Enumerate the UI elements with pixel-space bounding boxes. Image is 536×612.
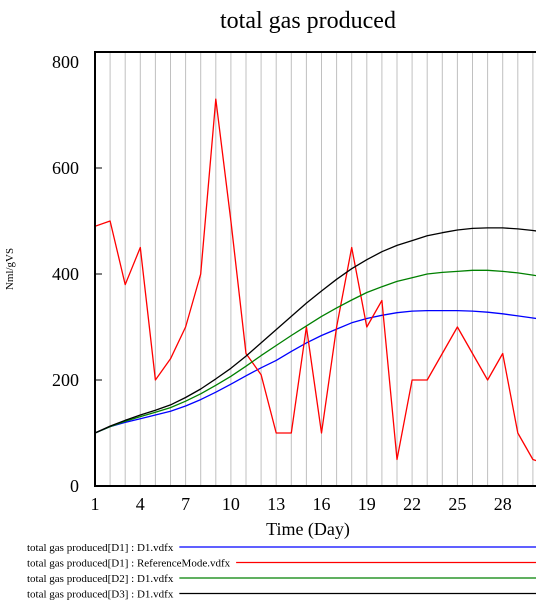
chart-title: total gas produced bbox=[220, 8, 396, 34]
x-axis-label: Time (Day) bbox=[266, 519, 350, 540]
y-tick-label: 200 bbox=[52, 370, 79, 390]
x-tick-label: 28 bbox=[494, 494, 512, 514]
legend-label: total gas produced[D2] : D1.vdfx bbox=[27, 573, 174, 585]
series-line-4 bbox=[95, 227, 536, 434]
x-axis-ticks: 1 4 7 10 13 16 19 22 25 28 bbox=[91, 494, 512, 514]
y-tick-label: 400 bbox=[52, 264, 79, 284]
x-tick-label: 7 bbox=[181, 494, 190, 514]
x-tick-label: 1 bbox=[91, 494, 100, 514]
x-tick-label: 4 bbox=[136, 494, 145, 514]
legend-label: total gas produced[D1] : D1.vdfx bbox=[27, 542, 174, 554]
plot-frame bbox=[94, 51, 536, 487]
y-tick-label: 800 bbox=[52, 52, 79, 72]
x-tick-label: 16 bbox=[313, 494, 331, 514]
series-line-2 bbox=[95, 98, 536, 462]
x-tick-label: 13 bbox=[267, 494, 285, 514]
x-tick-label: 19 bbox=[358, 494, 376, 514]
legend-label: total gas produced[D1] : ReferenceMode.v… bbox=[27, 558, 231, 570]
series-lines bbox=[95, 98, 536, 462]
y-axis-label: Nml/gVS bbox=[4, 248, 16, 290]
x-tick-label: 10 bbox=[222, 494, 240, 514]
y-axis-ticks: 0 200 400 600 800 bbox=[52, 52, 102, 496]
legend: total gas produced[D1] : D1.vdfx total ga… bbox=[27, 542, 536, 601]
y-tick-label: 0 bbox=[70, 476, 79, 496]
series-line-3 bbox=[95, 269, 536, 434]
series-line-1 bbox=[95, 309, 536, 434]
y-tick-label: 600 bbox=[52, 158, 79, 178]
legend-label: total gas produced[D3] : D1.vdfx bbox=[27, 589, 174, 601]
grid bbox=[109, 52, 534, 486]
x-tick-label: 25 bbox=[448, 494, 466, 514]
x-tick-label: 22 bbox=[403, 494, 421, 514]
